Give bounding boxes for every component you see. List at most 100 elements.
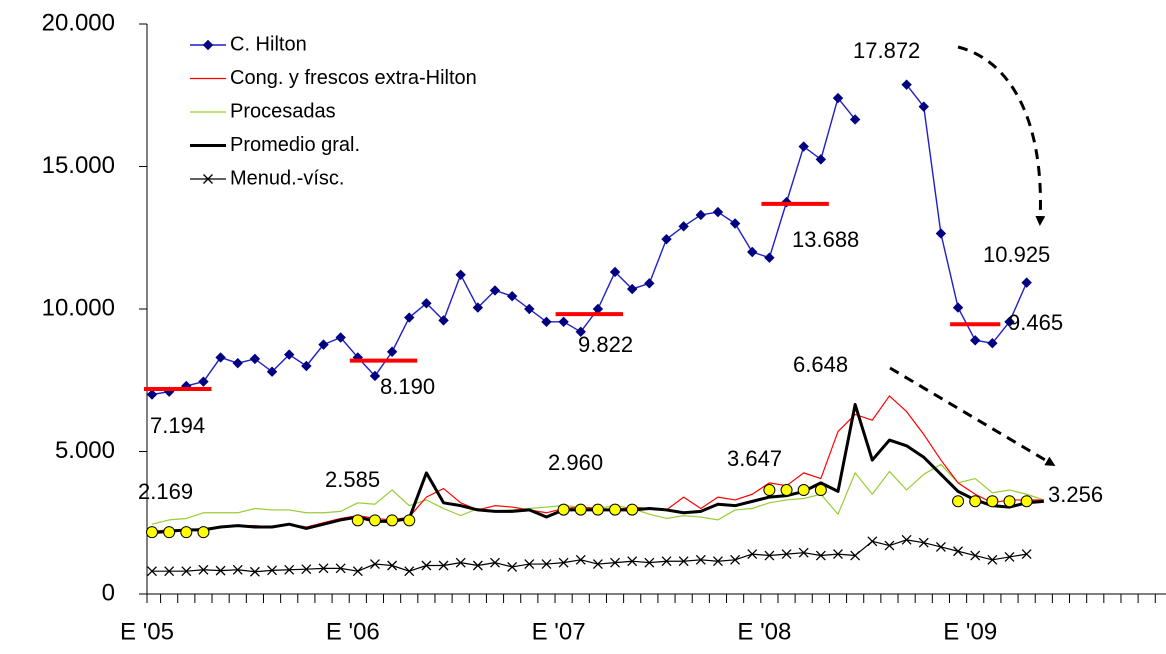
point-marker xyxy=(1021,277,1032,288)
average-dot xyxy=(591,503,604,516)
point-marker xyxy=(781,549,792,560)
average-label: 8.190 xyxy=(380,374,435,399)
point-marker xyxy=(352,566,363,577)
point-marker xyxy=(884,540,895,551)
average-label: 13.688 xyxy=(792,227,859,252)
point-marker xyxy=(232,564,243,575)
average-dot xyxy=(351,514,364,527)
y-tick-label: 0 xyxy=(102,579,115,606)
point-marker xyxy=(301,360,312,372)
average-dot xyxy=(952,495,965,508)
point-marker xyxy=(661,233,672,245)
point-marker xyxy=(524,303,535,315)
point-marker xyxy=(438,315,449,326)
point-marker xyxy=(335,332,346,343)
point-marker xyxy=(369,370,381,382)
point-marker xyxy=(1021,549,1032,560)
average-label: 3.256 xyxy=(1048,482,1103,507)
point-marker xyxy=(198,564,209,575)
point-marker xyxy=(644,278,655,289)
point-marker xyxy=(678,221,689,232)
point-marker xyxy=(267,565,278,576)
average-dot xyxy=(557,503,570,516)
point-marker xyxy=(506,290,518,302)
point-marker xyxy=(592,559,603,570)
point-marker xyxy=(301,564,312,575)
point-marker xyxy=(524,559,535,570)
x-tick-label: E '07 xyxy=(532,618,586,645)
point-marker xyxy=(147,566,157,577)
point-marker xyxy=(747,549,758,560)
average-label: 2.169 xyxy=(138,479,193,504)
point-marker xyxy=(472,560,483,571)
point-marker xyxy=(369,559,380,570)
average-dot xyxy=(986,495,999,508)
average-label: 3.647 xyxy=(727,446,782,471)
average-label: 7.194 xyxy=(150,413,205,438)
average-dot xyxy=(574,503,587,516)
point-marker xyxy=(249,566,260,577)
point-marker xyxy=(335,563,346,574)
point-marker xyxy=(507,561,518,572)
point-marker xyxy=(987,554,998,565)
point-marker xyxy=(798,141,809,152)
point-marker xyxy=(833,549,843,560)
point-marker xyxy=(455,557,466,568)
point-marker xyxy=(609,266,621,278)
point-marker xyxy=(541,559,552,570)
point-marker xyxy=(232,357,243,369)
average-dot xyxy=(163,526,176,539)
average-dot xyxy=(197,526,210,539)
point-marker xyxy=(490,557,500,568)
point-marker xyxy=(404,566,415,577)
point-marker xyxy=(575,554,586,565)
average-dot xyxy=(1003,495,1016,508)
average-dot xyxy=(969,495,982,508)
point-marker xyxy=(815,154,827,165)
point-marker xyxy=(918,101,929,112)
legend-marker xyxy=(203,174,213,184)
point-marker xyxy=(472,302,484,313)
point-marker xyxy=(318,339,329,350)
point-marker xyxy=(867,536,878,547)
point-marker xyxy=(901,79,912,90)
point-marker xyxy=(558,557,569,568)
point-marker xyxy=(695,209,707,221)
point-marker xyxy=(610,557,621,568)
x-tick-label: E '08 xyxy=(737,618,791,645)
average-dot xyxy=(763,484,776,497)
point-marker xyxy=(318,563,329,574)
point-marker xyxy=(386,346,398,357)
legend-label: C. Hilton xyxy=(230,33,307,55)
data-label: 6.648 xyxy=(793,352,848,377)
point-marker xyxy=(712,556,723,567)
point-marker xyxy=(215,565,226,576)
point-marker xyxy=(541,316,552,328)
point-marker xyxy=(815,550,826,561)
y-tick-label: 5.000 xyxy=(55,437,115,464)
average-label: 2.960 xyxy=(548,450,603,475)
y-tick-label: 10.000 xyxy=(42,294,115,321)
point-marker xyxy=(404,312,415,323)
x-tick-label: E '05 xyxy=(120,618,174,645)
average-dot xyxy=(609,503,622,516)
point-marker xyxy=(198,376,209,387)
point-marker xyxy=(181,566,192,577)
average-dot xyxy=(403,514,416,527)
point-marker xyxy=(626,283,638,295)
point-marker xyxy=(284,564,295,575)
point-marker xyxy=(661,556,672,567)
point-marker xyxy=(849,114,861,125)
point-marker xyxy=(249,353,261,365)
point-marker xyxy=(729,218,741,229)
point-marker xyxy=(644,557,655,568)
average-dot xyxy=(386,514,399,527)
data-label: 10.925 xyxy=(983,242,1050,267)
average-dot xyxy=(1020,495,1033,508)
point-marker xyxy=(455,269,466,281)
point-marker xyxy=(283,349,295,360)
point-marker xyxy=(850,550,861,561)
point-marker xyxy=(1004,551,1015,562)
